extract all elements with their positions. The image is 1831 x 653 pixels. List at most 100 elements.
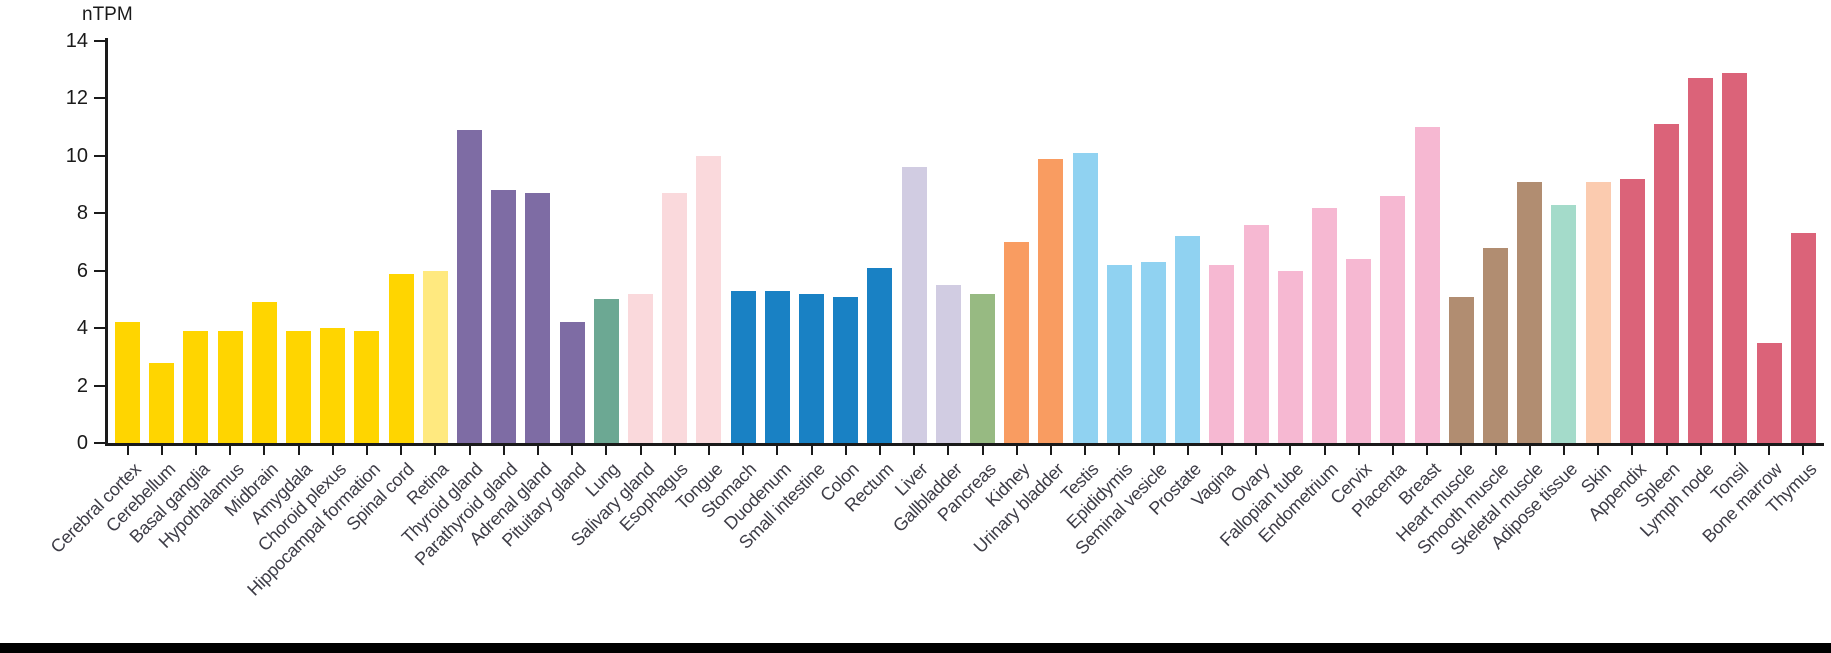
y-tick-label: 2 [76, 374, 88, 397]
bar-adrenal-gland[interactable] [525, 193, 551, 443]
bar-ovary[interactable] [1243, 224, 1269, 443]
x-tick-mark [1802, 443, 1805, 455]
x-tick-mark [331, 443, 334, 455]
x-tick-mark [1118, 443, 1121, 455]
x-tick-mark [1733, 443, 1736, 455]
bar-tonsil[interactable] [1722, 72, 1748, 443]
bar-hypothalamus[interactable] [217, 331, 243, 443]
bar-seminal-vesicle[interactable] [1141, 262, 1166, 443]
bar-adipose-tissue[interactable] [1551, 204, 1577, 443]
bar-bone-marrow[interactable] [1756, 342, 1782, 443]
bar-thyroid-gland[interactable] [457, 130, 482, 443]
x-tick-mark [1631, 443, 1634, 455]
bar-small-intestine[interactable] [799, 293, 824, 443]
x-tick-mark [1015, 443, 1018, 455]
x-tick-mark [1562, 443, 1565, 455]
y-tick-label: 8 [76, 202, 88, 225]
x-tick-mark [194, 443, 197, 455]
bar-pituitary-gland[interactable] [559, 322, 585, 443]
bar-salivary-gland[interactable] [628, 293, 653, 443]
bar-stomach[interactable] [730, 290, 756, 443]
y-tick-mark [94, 384, 105, 387]
bar-cervix[interactable] [1346, 259, 1372, 443]
bar-choroid-plexus[interactable] [320, 328, 346, 443]
bar-urinary-bladder[interactable] [1038, 158, 1064, 443]
y-tick-label: 14 [65, 30, 88, 52]
bar-midbrain[interactable] [251, 302, 277, 443]
x-tick-mark [229, 443, 232, 455]
bar-hippocampal-formation[interactable] [354, 331, 380, 443]
bar-colon[interactable] [833, 296, 859, 443]
y-axis-line [105, 38, 108, 446]
x-tick-mark [1186, 443, 1189, 455]
bar-breast[interactable] [1414, 127, 1440, 443]
x-tick-mark [1528, 443, 1531, 455]
bar-testis[interactable] [1072, 152, 1098, 443]
x-tick-mark [605, 443, 608, 455]
bar-epididymis[interactable] [1106, 264, 1132, 443]
bar-gallbladder[interactable] [935, 285, 961, 443]
x-tick-mark [502, 443, 505, 455]
x-tick-mark [776, 443, 779, 455]
bar-kidney[interactable] [1004, 242, 1030, 443]
x-tick-mark [844, 443, 847, 455]
bar-smooth-muscle[interactable] [1483, 247, 1508, 443]
bar-skin[interactable] [1585, 181, 1611, 443]
bar-heart-muscle[interactable] [1448, 296, 1474, 443]
bar-parathyroid-gland[interactable] [491, 190, 517, 443]
bar-cerebral-cortex[interactable] [115, 322, 140, 443]
bar-tongue[interactable] [696, 155, 722, 443]
bar-placenta[interactable] [1380, 196, 1406, 443]
bar-vagina[interactable] [1209, 264, 1235, 443]
x-tick-mark [1084, 443, 1087, 455]
bar-lymph-node[interactable] [1688, 78, 1714, 443]
y-tick-mark [94, 269, 105, 272]
bar-amygdala[interactable] [286, 331, 311, 443]
y-tick-mark [94, 40, 105, 42]
bar-spinal-cord[interactable] [388, 273, 414, 443]
bar-cerebellum[interactable] [149, 362, 175, 443]
bar-skeletal-muscle[interactable] [1517, 181, 1543, 443]
y-tick-label: 0 [76, 432, 88, 454]
x-tick-mark [297, 443, 300, 455]
y-tick-label: 4 [76, 317, 88, 340]
bar-fallopian-tube[interactable] [1277, 270, 1303, 443]
y-tick-label: 6 [76, 259, 88, 282]
bar-pancreas[interactable] [970, 293, 995, 443]
bar-esophagus[interactable] [662, 193, 688, 443]
bar-thymus[interactable] [1790, 233, 1816, 443]
x-tick-mark [468, 443, 471, 455]
x-axis-line [105, 443, 1824, 446]
bar-rectum[interactable] [867, 267, 893, 443]
bar-appendix[interactable] [1619, 178, 1645, 443]
y-tick-mark [94, 442, 105, 444]
y-tick-mark [94, 154, 105, 157]
bar-liver[interactable] [901, 167, 927, 443]
y-tick-mark [94, 212, 105, 215]
x-tick-mark [639, 443, 642, 455]
x-tick-mark [1597, 443, 1600, 455]
x-tick-mark [981, 443, 984, 455]
y-tick-mark [94, 97, 105, 100]
x-tick-mark [913, 443, 916, 455]
x-tick-mark [878, 443, 881, 455]
y-axis-unit-label: nTPM [82, 4, 133, 25]
x-tick-mark [160, 443, 163, 455]
x-tick-mark [1289, 443, 1292, 455]
x-tick-mark [126, 443, 129, 455]
bar-lung[interactable] [593, 299, 619, 443]
x-tick-mark [1699, 443, 1702, 455]
x-tick-mark [365, 443, 368, 455]
x-tick-mark [1426, 443, 1429, 455]
x-tick-mark [1460, 443, 1463, 455]
bar-prostate[interactable] [1175, 236, 1201, 443]
bar-basal-ganglia[interactable] [183, 331, 209, 443]
bar-retina[interactable] [422, 270, 448, 443]
bar-endometrium[interactable] [1312, 207, 1337, 443]
y-tick-mark [94, 327, 105, 330]
x-tick-mark [1494, 443, 1497, 455]
bottom-divider [0, 643, 1831, 653]
bar-duodenum[interactable] [764, 290, 790, 443]
bar-spleen[interactable] [1654, 124, 1679, 443]
